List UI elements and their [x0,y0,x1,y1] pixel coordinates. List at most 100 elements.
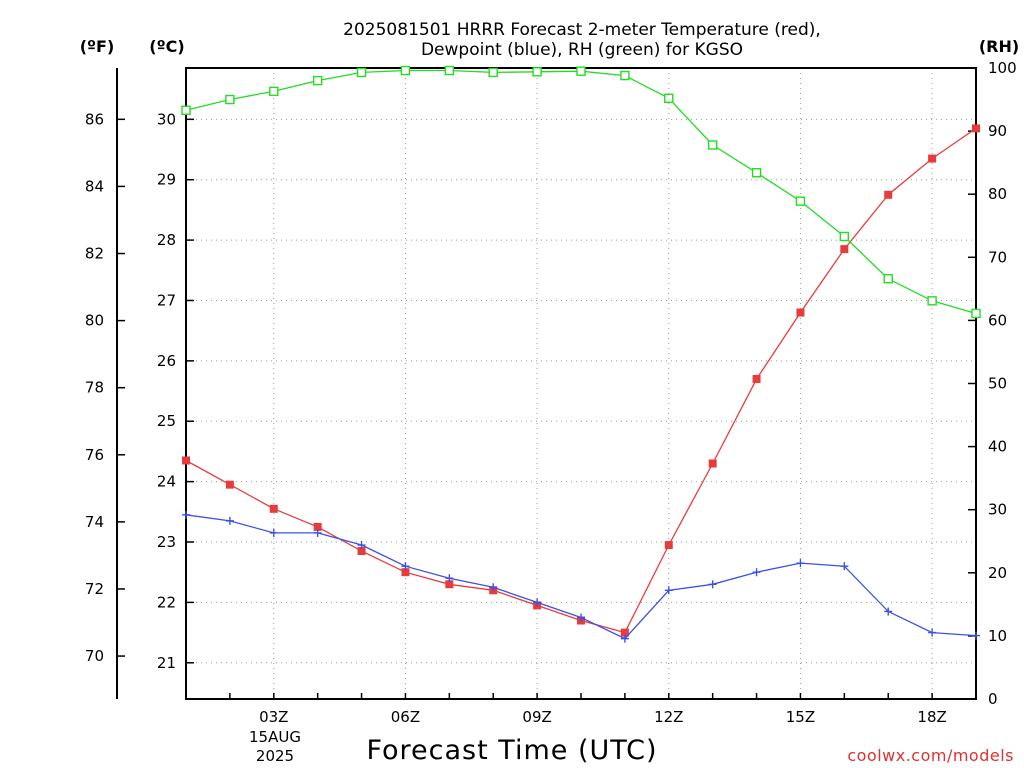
rh-tick-label: 10 [988,627,1007,645]
data-point [401,562,410,571]
series-line [185,127,977,634]
x-tick-label: 15Z [786,708,815,726]
rh-tick-label: 40 [988,438,1007,456]
chart-title-line-2: Dewpoint (blue), RH (green) for KGSO [421,40,743,60]
data-point [928,154,937,163]
grid [186,68,976,699]
x-tick-label: 18Z [917,708,946,726]
rh-tick-label: 20 [988,564,1007,582]
x-axis-title: Forecast Time (UTC) [366,735,657,766]
data-point [225,480,234,489]
data-point [840,562,849,571]
fahrenheit-tick-label: 86 [85,110,104,128]
data-point [928,628,937,637]
data-point [839,231,850,242]
series-layer [181,65,981,643]
data-point [840,245,849,254]
data-point [313,528,322,537]
data-point [181,105,191,115]
chart-title-line-1: 2025081501 HRRR Forecast 2-meter Tempera… [343,20,821,40]
fahrenheit-tick-label: 78 [85,379,104,397]
data-point [751,168,762,178]
data-point [401,568,410,577]
data-point [884,607,893,616]
data-point [708,459,717,468]
celsius-unit-label: (ºC) [149,37,184,56]
celsius-tick-label: 24 [157,473,176,491]
fahrenheit-tick-label: 74 [85,513,104,531]
celsius-tick-label: 22 [157,593,176,611]
credit-label: coolwx.com/models [847,746,1014,765]
rh-tick-label: 100 [988,59,1017,77]
plot-frame [185,67,977,700]
celsius-tick-label: 29 [157,171,176,189]
data-point [664,93,674,103]
data-point [576,66,586,76]
data-point [620,70,630,81]
data-point [883,274,893,284]
data-point [532,67,542,77]
rh-tick-label: 70 [988,248,1007,266]
series-temperature [182,124,980,637]
celsius-tick-label: 23 [157,533,176,551]
fahrenheit-unit-label: (ºF) [80,37,115,56]
celsius-tick-label: 30 [157,110,176,128]
data-point [972,124,980,133]
rh-unit-label: (RH) [979,37,1019,56]
data-point [445,580,454,589]
data-point [488,67,498,78]
data-point [269,86,279,97]
data-point [577,613,585,622]
data-point [312,75,323,86]
rh-tick-label: 0 [988,690,998,708]
data-point [796,559,805,568]
fahrenheit-tick-label: 82 [85,245,104,263]
data-point [182,510,190,519]
data-point [533,598,542,607]
data-point [620,628,629,637]
series-dewpoint [182,510,980,643]
data-point [444,65,455,76]
series-line [185,69,977,315]
data-point [445,574,454,583]
x-tick-label: 12Z [654,708,683,726]
data-point [707,140,718,150]
celsius-tick-label: 21 [157,654,176,672]
data-point [269,528,278,537]
celsius-tick-label: 26 [157,352,176,370]
data-point [752,568,761,577]
data-point [664,586,673,595]
celsius-tick-label: 27 [157,291,176,309]
data-point [225,94,235,105]
data-point [927,296,937,306]
data-point [489,583,498,592]
data-point [664,541,673,550]
x-tick-label: 03Z [259,708,288,726]
fahrenheit-tick-label: 70 [85,647,104,665]
rh-tick-label: 30 [988,501,1007,519]
series-rh [181,65,981,319]
data-point [400,65,411,76]
data-point [972,631,980,640]
data-point [884,190,893,199]
data-point [313,522,322,531]
rh-tick-label: 60 [988,311,1007,329]
fahrenheit-tick-label: 80 [85,312,104,330]
data-point [225,516,234,525]
x-tick-label: 09Z [522,708,551,726]
data-point [971,308,981,319]
data-point [795,196,806,206]
fahrenheit-tick-label: 72 [85,580,104,598]
fahrenheit-tick-label: 76 [85,446,104,464]
data-point [796,308,805,317]
data-point [357,541,366,550]
data-point [620,634,629,643]
celsius-tick-label: 28 [157,231,176,249]
date-label-year: 2025 [256,747,294,765]
x-tick-label: 06Z [391,708,420,726]
axes: 21 22 23 24 25 26 27 28 29 30 70 72 74 76 78 80 82 84 86 0 1… [85,59,1017,726]
fahrenheit-tick-label: 84 [85,177,104,195]
data-point [182,456,190,465]
data-point [357,547,366,556]
